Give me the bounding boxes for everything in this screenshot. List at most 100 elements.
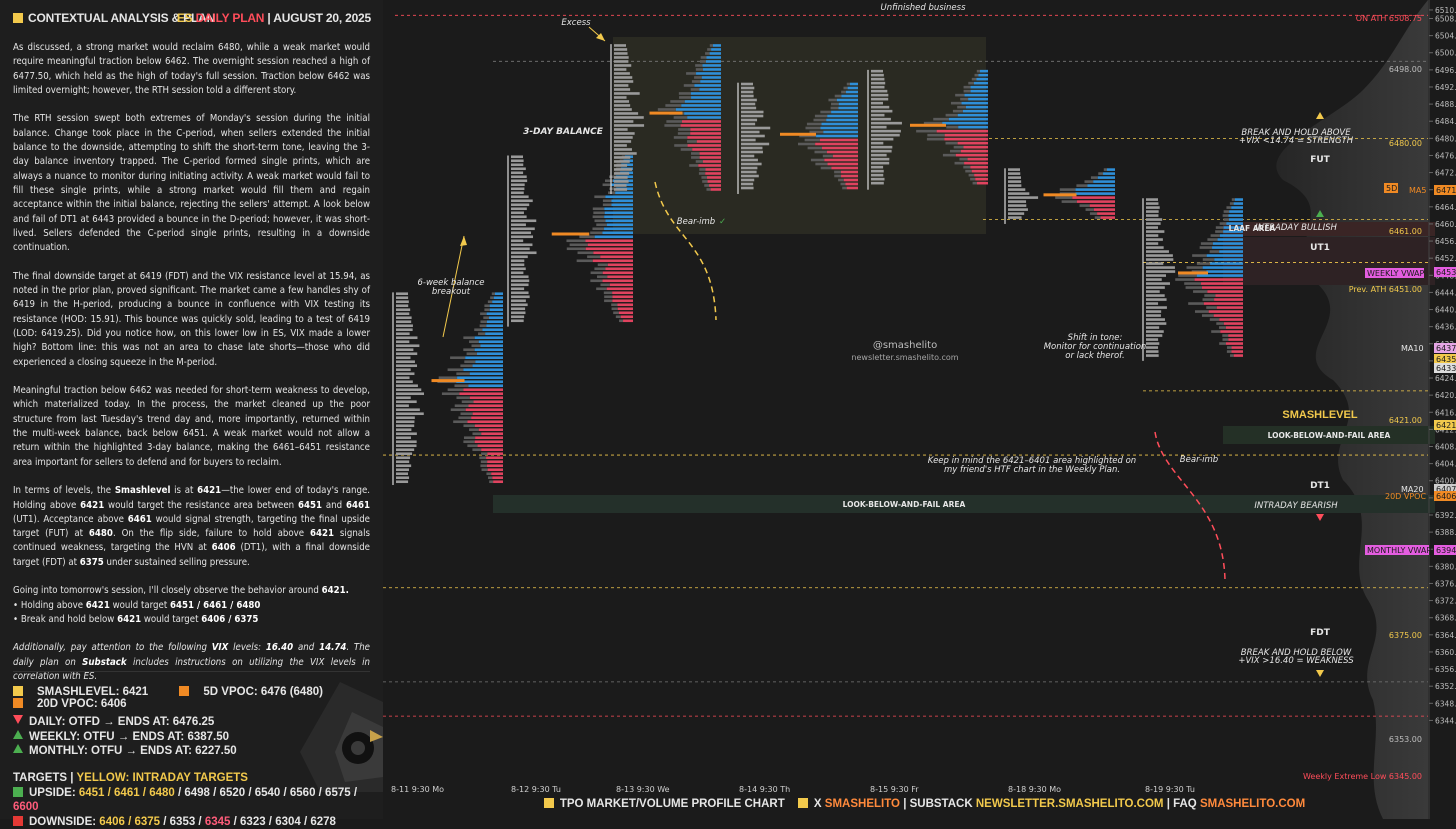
ut1-text: UT1 bbox=[1310, 243, 1330, 253]
vpoc20-label: 20D VPOC: 6406 bbox=[37, 698, 127, 710]
yellow-square-icon bbox=[544, 798, 554, 808]
level-tag: Weekly Extreme Low 6345.00 bbox=[1303, 772, 1422, 781]
red-square-icon bbox=[13, 816, 23, 826]
timeframe-signals: DAILY: OTFD → ENDS AT: 6476.25 WEEKLY: O… bbox=[13, 715, 237, 759]
analysis-text: As discussed, a strong market would recl… bbox=[13, 41, 370, 699]
day-label: 8-15 9:30 Fr bbox=[870, 785, 919, 794]
excess-text: Excess bbox=[561, 18, 591, 28]
x-link[interactable]: SMASHELITO bbox=[825, 798, 900, 810]
day-label: 8-12 9:30 Tu bbox=[511, 785, 561, 794]
day-label: 8-14 9:30 Th bbox=[739, 785, 790, 794]
price-tick: 6460.00 bbox=[1435, 220, 1456, 229]
header-date: ES DAILY PLAN | AUGUST 20, 2025 bbox=[177, 11, 371, 25]
up-triangle-icon bbox=[13, 744, 23, 753]
footer-bar: TPO MARKET/VOLUME PROFILE CHART X SMASHE… bbox=[383, 798, 1456, 816]
weekly-signal: WEEKLY: OTFU → ENDS AT: 6387.50 bbox=[29, 731, 229, 743]
price-tick: 6348.00 bbox=[1435, 699, 1456, 708]
bullet-break-below: • Break and hold below 6421 would target… bbox=[13, 613, 370, 627]
price-tick: 6372.00 bbox=[1435, 597, 1456, 606]
level-tag: 6394.18 bbox=[1436, 546, 1456, 555]
level-tag: 6421.00 bbox=[1389, 416, 1422, 425]
vpoc20-square-icon bbox=[13, 698, 23, 708]
day-label: 8-13 9:30 We bbox=[616, 785, 670, 794]
dt1-text: DT1 bbox=[1310, 481, 1330, 491]
price-tick: 6352.00 bbox=[1435, 682, 1456, 691]
level-tag: 6353.00 bbox=[1389, 735, 1422, 744]
price-tick: 6392.00 bbox=[1435, 511, 1456, 520]
price-tick: 6376.00 bbox=[1435, 579, 1456, 588]
level-tag: WEEKLY VWAP bbox=[1367, 269, 1425, 278]
price-tick: 6504.00 bbox=[1435, 32, 1456, 41]
level-tag: 6406.00 bbox=[1436, 492, 1456, 501]
divider bbox=[13, 671, 370, 672]
handle-watermark: @smashelito bbox=[873, 340, 937, 351]
paragraph: As discussed, a strong market would recl… bbox=[13, 41, 370, 98]
level-tag: MONTHLY VWAP bbox=[1367, 546, 1431, 555]
price-tick: 6508.00 bbox=[1435, 15, 1456, 24]
price-tick: 6436.00 bbox=[1435, 323, 1456, 332]
bhb-vix-text: +VIX >16.40 = WEAKNESS bbox=[1238, 656, 1354, 666]
bear-imb-text-1: Bear-imb bbox=[677, 217, 715, 227]
price-tick: 6440.00 bbox=[1435, 306, 1456, 315]
panel-header: CONTEXTUAL ANALYSIS & PLAN ES DAILY PLAN… bbox=[13, 11, 371, 27]
site-watermark: newsletter.smashelito.com bbox=[851, 353, 958, 362]
price-tick: 6492.00 bbox=[1435, 83, 1456, 92]
price-tick: 6480.00 bbox=[1435, 134, 1456, 143]
level-tag: 6453.45 bbox=[1436, 268, 1456, 277]
day-label: 8-11 9:30 Mo bbox=[391, 785, 444, 794]
green-square-icon bbox=[13, 787, 23, 797]
fdt-text: FDT bbox=[1310, 628, 1331, 638]
price-tick: 6464.00 bbox=[1435, 203, 1456, 212]
price-tick: 6420.00 bbox=[1435, 391, 1456, 400]
level-tag: 5D bbox=[1386, 184, 1397, 193]
price-tick: 6496.00 bbox=[1435, 66, 1456, 75]
level-tag: 6435.00 bbox=[1436, 355, 1456, 364]
paragraph: The final downside target at 6419 (FDT) … bbox=[13, 270, 370, 370]
level-tag: Prev. ATH 6451.00 bbox=[1349, 285, 1422, 294]
price-tick: 6404.00 bbox=[1435, 460, 1456, 469]
paragraph-vix: Additionally, pay attention to the follo… bbox=[13, 641, 370, 684]
laaf-text: LAAF AREA bbox=[1229, 224, 1276, 233]
price-tick: 6488.00 bbox=[1435, 100, 1456, 109]
substack-link[interactable]: NEWSLETTER.SMASHELITO.COM bbox=[976, 798, 1164, 810]
yellow-square-icon bbox=[13, 13, 23, 23]
check-icon: ✓ bbox=[719, 217, 726, 227]
paragraph-tomorrow: Going into tomorrow's session, I'll clos… bbox=[13, 584, 370, 598]
price-tick: 6380.00 bbox=[1435, 562, 1456, 571]
level-tag: ON ATH 6508.75 bbox=[1356, 14, 1422, 23]
smashlevel-square-icon bbox=[13, 686, 23, 696]
price-tick: 6344.00 bbox=[1435, 716, 1456, 725]
day-label: 8-19 9:30 Tu bbox=[1145, 785, 1195, 794]
faq-link[interactable]: SMASHELITO.COM bbox=[1200, 798, 1305, 810]
level-tag: 6471.00 bbox=[1436, 186, 1456, 195]
lbf-right-text: LOOK-BELOW-AND-FAIL AREA bbox=[1268, 431, 1391, 440]
vpoc5-label: 5D VPOC: 6476 (6480) bbox=[203, 686, 323, 698]
paragraph: Meaningful traction below 6462 was neede… bbox=[13, 384, 370, 470]
price-tick: 6424.00 bbox=[1435, 374, 1456, 383]
targets: TARGETS | YELLOW: INTRADAY TARGETS UPSID… bbox=[13, 771, 383, 829]
price-tick: 6408.00 bbox=[1435, 443, 1456, 452]
intraday-bearish-text: INTRADAY BEARISH bbox=[1254, 501, 1338, 511]
tpo-profile-chart[interactable]: 6510.006508.006504.006500.006496.006492.… bbox=[383, 0, 1456, 819]
price-tick: 6388.00 bbox=[1435, 528, 1456, 537]
up-triangle-icon bbox=[13, 730, 23, 739]
price-tick: 6364.00 bbox=[1435, 631, 1456, 640]
price-tick: 6484.00 bbox=[1435, 117, 1456, 126]
level-tag: 6375.00 bbox=[1389, 631, 1422, 640]
price-tick: 6500.00 bbox=[1435, 49, 1456, 58]
smashlevel-text: SMASHLEVEL bbox=[1282, 409, 1357, 421]
bullet-hold-above: • Holding above 6421 would target 6451 /… bbox=[13, 599, 370, 613]
price-tick: 6472.00 bbox=[1435, 169, 1456, 178]
smashlevel-label: SMASHLEVEL: 6421 bbox=[37, 686, 148, 698]
level-tag: 6461.00 bbox=[1389, 227, 1422, 236]
price-tick: 6360.00 bbox=[1435, 648, 1456, 657]
day-label: 8-18 9:30 Mo bbox=[1008, 785, 1061, 794]
key-levels: SMASHLEVEL: 6421 5D VPOC: 6476 (6480) 20… bbox=[13, 686, 373, 710]
level-tag: MA10 bbox=[1401, 344, 1424, 353]
footer-chart-label: TPO MARKET/VOLUME PROFILE CHART bbox=[560, 798, 785, 810]
price-tick: 6444.00 bbox=[1435, 288, 1456, 297]
price-tick: 6452.00 bbox=[1435, 254, 1456, 263]
price-tick: 6356.00 bbox=[1435, 665, 1456, 674]
vpoc5-square-icon bbox=[179, 686, 189, 696]
level-tag: 20D VPOC bbox=[1385, 492, 1426, 501]
